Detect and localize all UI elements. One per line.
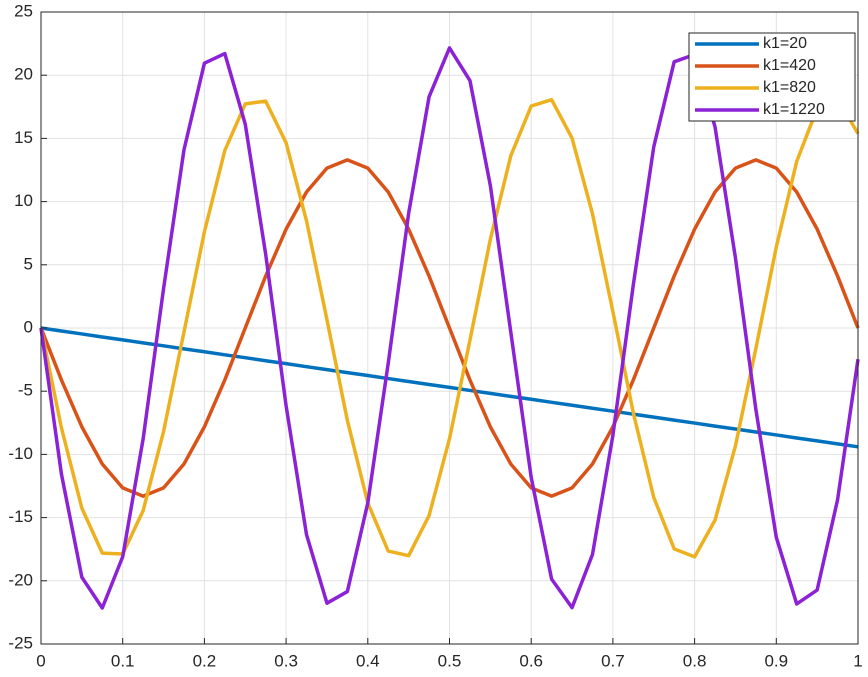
y-tick-label: -25 [8, 633, 33, 652]
y-tick-label: 5 [24, 254, 33, 273]
y-tick-label: -20 [8, 570, 33, 589]
x-tick-label: 0.8 [683, 651, 707, 670]
series-line [39, 158, 860, 498]
x-tick-label: 0.5 [438, 651, 462, 670]
x-tick-label: 0.7 [601, 651, 625, 670]
y-tick-label: -10 [8, 444, 33, 463]
y-tick-label: 10 [14, 191, 33, 210]
legend-label: k1=420 [763, 57, 816, 74]
y-tick-label: 25 [14, 1, 33, 20]
y-tick-label: -15 [8, 507, 33, 526]
y-tick-label: 0 [24, 317, 33, 336]
legend: k1=20 k1=420 k1=820 k1=1220 [688, 32, 856, 122]
axes: 0 0.1 0.2 0.3 0.4 0.5 0.6 0.7 0.8 0.9 1 -25 -20 -15 -1… [8, 1, 862, 670]
x-tick-label: 0.4 [356, 651, 380, 670]
x-tick-label: 0 [36, 651, 45, 670]
x-tick-label: 0.9 [764, 651, 788, 670]
series-line [39, 46, 860, 610]
x-tick-label: 0.3 [274, 651, 298, 670]
legend-box [688, 32, 856, 122]
legend-label: k1=1220 [763, 101, 825, 118]
lines [39, 46, 860, 610]
x-tick-label: 1 [853, 651, 862, 670]
x-tick-label: 0.6 [519, 651, 543, 670]
y-tick-label: 20 [14, 65, 33, 84]
y-tick-label: 15 [14, 128, 33, 147]
legend-label: k1=820 [763, 79, 816, 96]
legend-label: k1=20 [763, 35, 807, 52]
y-tick-label: -5 [18, 381, 33, 400]
x-tick-label: 0.2 [193, 651, 217, 670]
series-line [39, 96, 860, 559]
series-line [40, 326, 859, 449]
x-tick-label: 0.1 [111, 651, 135, 670]
